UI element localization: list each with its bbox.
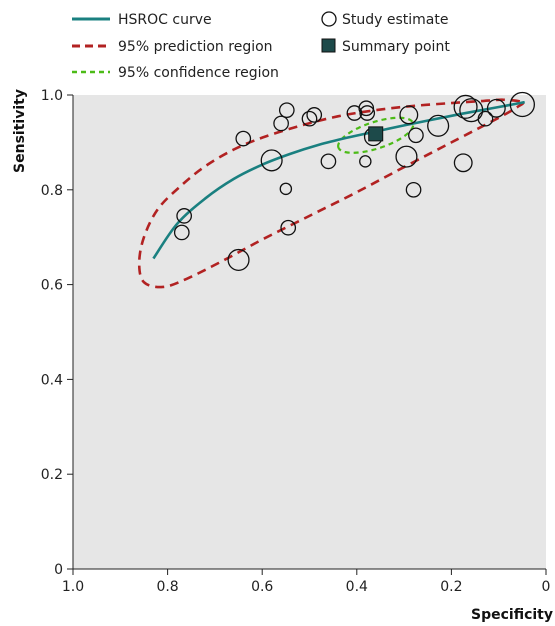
study-point	[273, 115, 289, 132]
study-point	[278, 102, 295, 119]
study-point	[227, 248, 250, 272]
study-point	[509, 91, 535, 118]
study-point	[176, 208, 193, 224]
study-point	[306, 107, 323, 123]
study-point	[359, 155, 372, 168]
study-point	[459, 98, 484, 123]
plot-area	[73, 95, 546, 569]
x-tick-label: 0	[542, 579, 551, 595]
study-point	[301, 110, 318, 127]
y-tick-label: 0	[54, 562, 63, 578]
y-tick-label: 0.2	[41, 467, 63, 483]
prediction-region-layer	[137, 98, 525, 289]
x-tick-label: 1.0	[62, 579, 84, 595]
x-tick-label: 0.6	[251, 579, 273, 595]
study-point	[173, 224, 190, 241]
legend: HSROC curve 95% prediction region 95% co…	[72, 11, 450, 81]
study-point	[395, 145, 418, 168]
study-point	[279, 182, 293, 196]
study-point	[453, 153, 473, 173]
legend-confidence-label: 95% confidence region	[118, 65, 279, 81]
legend-hsroc-label: HSROC curve	[118, 12, 212, 28]
legend-summary-swatch	[321, 38, 336, 53]
study-point	[427, 114, 450, 137]
x-tick-label: 0.8	[156, 579, 178, 595]
study-point	[408, 127, 424, 144]
legend-study-swatch	[321, 11, 337, 27]
study-points-layer	[173, 91, 535, 272]
legend-summary-label: Summary point	[342, 39, 450, 55]
y-tick-label: 0.6	[41, 278, 63, 294]
y-tick-label: 0.4	[41, 372, 63, 388]
prediction-region-path	[137, 98, 525, 289]
study-point	[280, 219, 297, 236]
study-point	[399, 105, 419, 125]
study-point	[320, 153, 337, 170]
y-axis-ticks: 0 0.2 0.4 0.6 0.8 1.0	[41, 88, 73, 578]
study-point	[453, 94, 478, 119]
study-point	[477, 110, 494, 127]
x-axis-ticks: 1.0 0.8 0.6 0.4 0.2 0	[62, 569, 551, 595]
legend-study-label: Study estimate	[342, 12, 448, 28]
y-tick-label: 0.8	[41, 183, 63, 199]
x-tick-label: 0.4	[346, 579, 368, 595]
study-point	[405, 181, 422, 198]
hsroc-curve-path	[152, 100, 525, 260]
x-tick-label: 0.2	[440, 579, 462, 595]
y-axis-title: Sensitivity	[12, 89, 28, 173]
study-point	[235, 130, 252, 147]
hsroc-curve-layer	[152, 100, 525, 260]
study-point	[359, 105, 376, 121]
summary-point	[368, 126, 384, 142]
legend-prediction-label: 95% prediction region	[118, 39, 273, 55]
x-axis-title: Specificity	[471, 607, 553, 623]
summary-point-layer	[368, 126, 384, 142]
y-tick-label: 1.0	[41, 88, 63, 104]
study-point	[260, 149, 283, 172]
study-point	[486, 98, 506, 118]
